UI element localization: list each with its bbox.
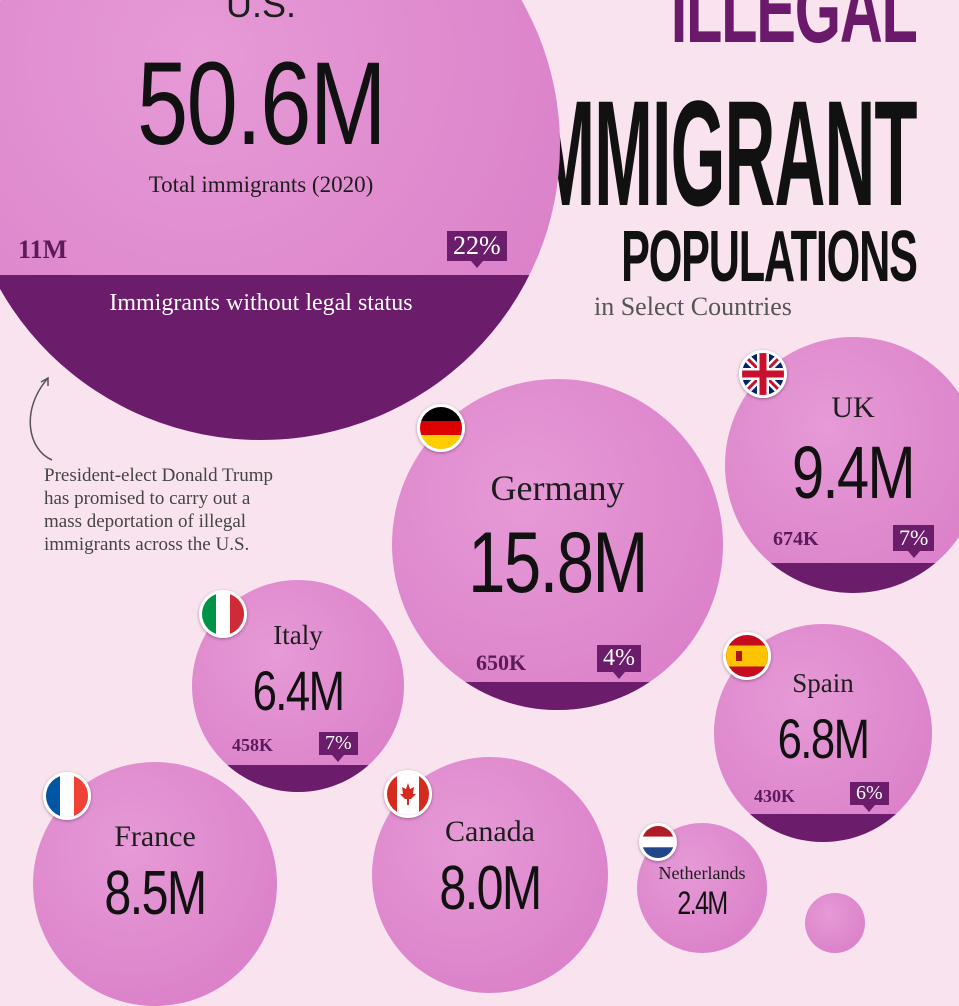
us-band-label: Immigrants without legal status (109, 290, 413, 316)
netherlands-flag-icon (639, 823, 677, 861)
uk-total: 9.4M (791, 431, 916, 514)
note-line: President-elect Donald Trump (44, 465, 274, 486)
us-illegal: 11M (18, 235, 68, 264)
spain-share-badge: 6% (850, 782, 889, 812)
title-line-1: ILLEGAL (671, 0, 918, 63)
germany-share-badge: 4% (597, 645, 641, 679)
netherlands-country-name: Netherlands (658, 863, 746, 883)
france-flag-icon (43, 772, 91, 820)
us-total: 50.6M (136, 38, 387, 170)
uk-share-badge: 7% (893, 525, 935, 558)
germany-illegal: 650K (476, 650, 527, 675)
us-total-label: Total immigrants (2020) (148, 172, 374, 197)
spain-flag-icon (723, 632, 771, 680)
uk-illegal: 674K (773, 528, 819, 550)
germany-country-name: Germany (490, 468, 625, 508)
bubble-us: U.S. 50.6M Total immigrants (2020) 11M 2… (0, 0, 560, 440)
netherlands-total: 2.4M (677, 885, 728, 921)
germany-band (392, 682, 723, 710)
annotation-arrow-icon (29, 376, 53, 461)
title-line-3: POPULATIONS (621, 217, 918, 297)
italy-illegal: 458K (232, 735, 274, 755)
italy-flag-icon (199, 590, 247, 638)
spain-illegal: 430K (754, 786, 796, 806)
us-share-badge: 22% (447, 231, 507, 268)
note-line: has promised to carry out a (44, 488, 251, 509)
uk-country-name: UK (831, 391, 875, 424)
title-line-2: IMMIGRANT (518, 69, 918, 237)
italy-country-name: Italy (273, 620, 323, 650)
spain-total: 6.8M (777, 707, 870, 770)
spain-band (714, 814, 932, 842)
italy-share-badge: 7% (319, 732, 358, 762)
us-country-name: U.S. (225, 0, 296, 25)
uk-band (725, 563, 959, 593)
uk-flag-icon (739, 350, 787, 398)
bubble-partial (805, 893, 865, 953)
germany-flag-icon (417, 404, 465, 452)
spain-country-name: Spain (792, 668, 854, 698)
subtitle: in Select Countries (594, 292, 792, 321)
germany-total: 15.8M (468, 515, 648, 611)
italy-total: 6.4M (252, 659, 345, 722)
annotation-note: President-elect Donald Trump has promise… (44, 464, 354, 556)
france-total: 8.5M (104, 859, 207, 928)
note-line: immigrants across the U.S. (44, 534, 250, 555)
canada-country-name: Canada (445, 815, 535, 848)
canada-total: 8.0M (439, 854, 542, 923)
note-line: mass deportation of illegal (44, 511, 247, 532)
canada-flag-icon (384, 770, 432, 818)
france-country-name: France (114, 820, 196, 853)
